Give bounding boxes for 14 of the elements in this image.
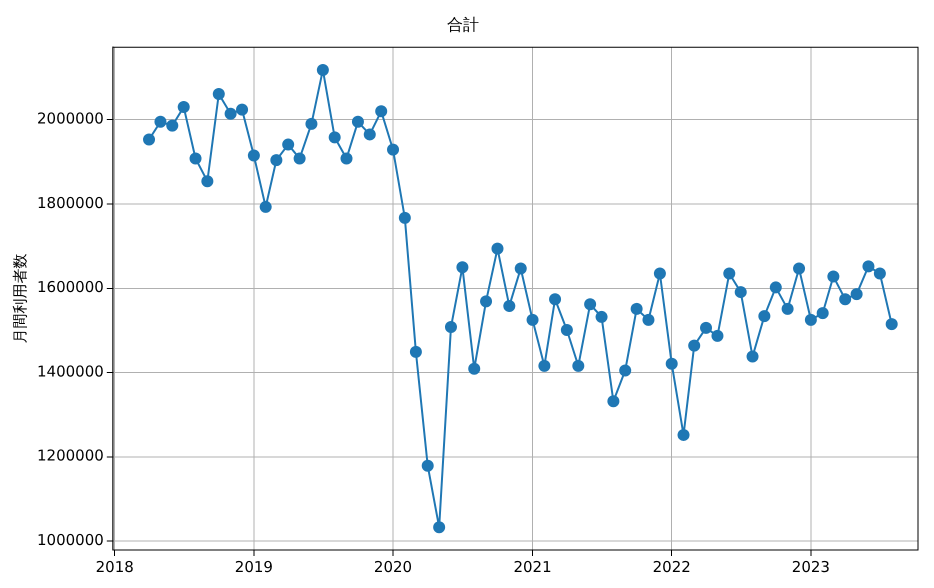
x-tick-label: 2019 bbox=[234, 558, 273, 576]
y-tick-label: 1400000 bbox=[36, 362, 104, 380]
x-tick-label: 2023 bbox=[792, 558, 830, 576]
y-tick-label: 2000000 bbox=[36, 110, 104, 128]
chart-title: 合計 bbox=[447, 14, 479, 34]
y-axis-title: 月間利用者数 bbox=[10, 254, 29, 344]
y-tick-label: 1000000 bbox=[36, 531, 104, 550]
x-tick-label: 2018 bbox=[96, 558, 134, 576]
y-tick-label: 1800000 bbox=[36, 194, 104, 212]
y-tick-label: 1600000 bbox=[36, 278, 104, 296]
x-tick-label: 2020 bbox=[374, 558, 412, 576]
x-tick-label: 2022 bbox=[652, 558, 691, 576]
x-tick-label: 2021 bbox=[513, 558, 552, 576]
y-tick-label: 1200000 bbox=[36, 446, 104, 465]
